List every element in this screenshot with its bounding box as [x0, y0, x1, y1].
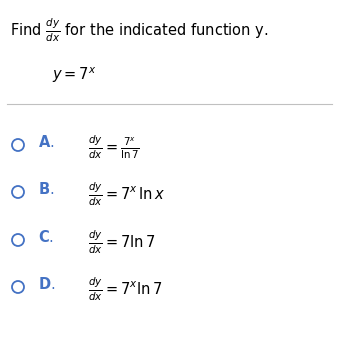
- Text: $\mathbf{D}.$: $\mathbf{D}.$: [38, 276, 55, 292]
- Text: $\frac{dy}{dx} = \frac{7^x}{\ln 7}$: $\frac{dy}{dx} = \frac{7^x}{\ln 7}$: [88, 134, 140, 161]
- Text: Find $\frac{dy}{dx}$ for the indicated function y.: Find $\frac{dy}{dx}$ for the indicated f…: [10, 17, 268, 44]
- Text: $\mathbf{A}.$: $\mathbf{A}.$: [38, 134, 55, 150]
- Text: $\frac{dy}{dx} = 7^x \, \ln x$: $\frac{dy}{dx} = 7^x \, \ln x$: [88, 181, 165, 209]
- Text: $\frac{dy}{dx} = 7^x \ln 7$: $\frac{dy}{dx} = 7^x \ln 7$: [88, 276, 162, 303]
- Text: $\frac{dy}{dx} = 7 \ln 7$: $\frac{dy}{dx} = 7 \ln 7$: [88, 229, 156, 256]
- Text: $y = 7^x$: $y = 7^x$: [52, 65, 97, 84]
- Text: $\mathbf{C}.$: $\mathbf{C}.$: [38, 229, 54, 245]
- Text: $\mathbf{B}.$: $\mathbf{B}.$: [38, 181, 54, 197]
